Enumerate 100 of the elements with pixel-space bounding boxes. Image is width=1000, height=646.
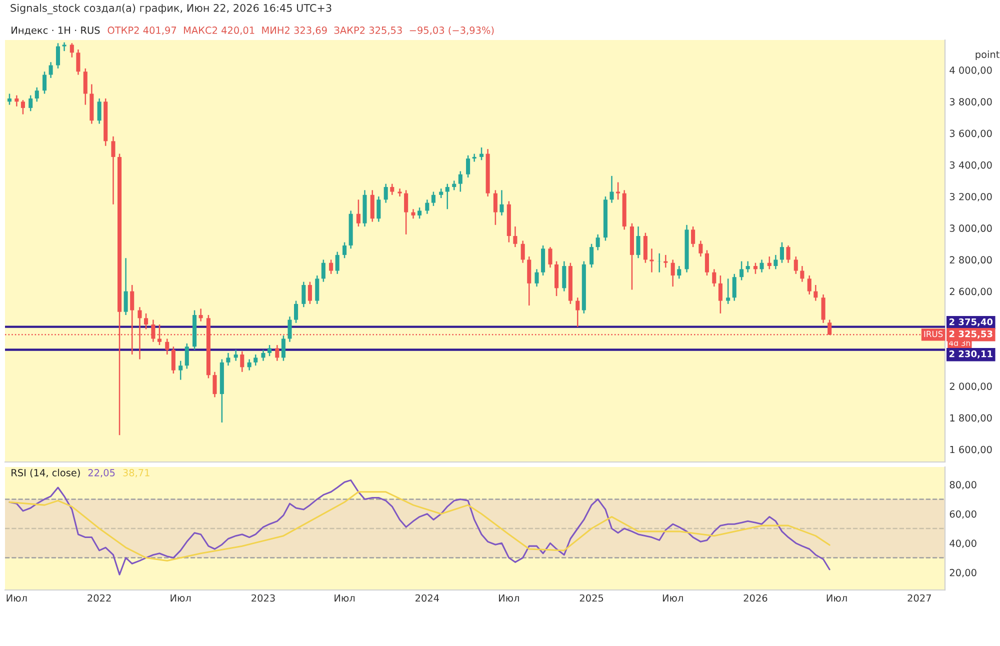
y-tick-label: 2 000,00 [950, 382, 992, 391]
candlestick [124, 257, 128, 316]
candlestick [691, 226, 696, 248]
candlestick [111, 136, 116, 205]
candlestick [445, 183, 450, 210]
candlestick [254, 354, 258, 366]
candlestick [42, 70, 47, 94]
candlestick [315, 274, 320, 305]
candlestick [643, 232, 648, 264]
candlestick [165, 338, 170, 356]
y-tick-label: 4 000,00 [950, 66, 992, 75]
candlestick [76, 48, 80, 76]
candlestick [97, 98, 102, 124]
candlestick [541, 244, 546, 276]
candlestick [234, 349, 238, 362]
candlestick [821, 294, 826, 324]
candlestick [554, 260, 559, 297]
candlestick [814, 284, 818, 302]
candlestick [247, 358, 252, 371]
candlestick [576, 297, 580, 328]
ref-line-label: 2 230,11 [949, 350, 992, 358]
candlestick [800, 265, 804, 282]
candlestick [493, 190, 498, 226]
candlestick [527, 256, 532, 306]
candlestick [342, 242, 347, 259]
y-tick-label: 1 800,00 [950, 414, 992, 423]
y-tick-label: 2 600,00 [950, 288, 992, 296]
candlestick [390, 183, 394, 196]
x-tick-label: 2026 [744, 594, 768, 602]
candlestick [384, 183, 388, 204]
x-tick-label: 2024 [416, 594, 439, 602]
candlestick [712, 268, 716, 288]
candlestick [479, 146, 484, 161]
candlestick [664, 254, 668, 268]
candlestick [411, 208, 416, 220]
candlestick [329, 259, 334, 275]
candlestick [7, 93, 12, 106]
x-tick-label: Июл [826, 594, 847, 602]
x-tick-label: Июл [499, 594, 519, 602]
candlestick [184, 342, 189, 370]
candlestick [14, 94, 19, 108]
candlestick [212, 371, 217, 398]
candlestick [466, 154, 470, 178]
candlestick [740, 260, 744, 281]
candlestick [425, 199, 430, 214]
candlestick [398, 188, 402, 198]
candlestick [261, 349, 266, 362]
line-series [8, 479, 830, 576]
candlestick [335, 251, 340, 275]
candlestick [590, 243, 594, 268]
x-tick-label: 2022 [88, 594, 111, 602]
candlestick [780, 242, 784, 264]
candlestick [698, 240, 703, 258]
candlestick [636, 226, 640, 259]
candlestick [657, 252, 662, 273]
candlestick [718, 274, 722, 314]
candlestick [83, 68, 88, 106]
y-tick-label: 3 400,00 [950, 161, 992, 170]
candlestick [746, 260, 750, 273]
candlestick [62, 42, 66, 52]
candlestick [760, 259, 764, 273]
y-tick-label: 20,00 [950, 568, 976, 578]
candlestick [281, 334, 286, 362]
x-tick-label: 2027 [908, 594, 931, 602]
candlestick [610, 175, 614, 204]
x-tick-label: Июл [662, 594, 683, 602]
candlestick [370, 190, 374, 222]
candlestick [240, 350, 244, 373]
candlestick [376, 196, 381, 222]
candlestick [302, 281, 306, 308]
y-axis-title: point [976, 50, 1000, 60]
candlestick [268, 344, 272, 357]
candlestick [28, 94, 33, 112]
y-tick-label: 40,00 [950, 540, 976, 548]
candlestick [704, 250, 709, 276]
candlestick [520, 240, 525, 264]
candlestick [774, 254, 778, 270]
candlestick [513, 226, 518, 248]
candlestick [616, 182, 620, 200]
candlestick [596, 234, 600, 251]
candlestick [786, 244, 790, 264]
candlestick [670, 259, 675, 288]
candlestick [275, 344, 280, 362]
ref-line-label: 2 325,53 [949, 330, 992, 338]
x-tick-label: 2023 [252, 594, 275, 602]
y-tick-label: 3 800,00 [950, 98, 992, 106]
candlestick [56, 42, 60, 70]
candlestick [294, 300, 298, 324]
chart-title: Индекс · 1Н · RUS [12, 26, 100, 36]
y-tick-label: 80,00 [950, 481, 976, 490]
candlestick [726, 278, 730, 305]
candlestick [458, 170, 462, 192]
text: Signals_stock создал(а) график, Июн 22, 2026 16:45 UTC+3 [10, 4, 332, 14]
candlestick [34, 86, 39, 102]
candlestick [794, 256, 798, 275]
candlestick [48, 62, 53, 79]
y-tick-label: 60,00 [950, 510, 976, 519]
candlestick [20, 99, 25, 115]
candlestick [171, 346, 176, 374]
candlestick [178, 360, 183, 380]
